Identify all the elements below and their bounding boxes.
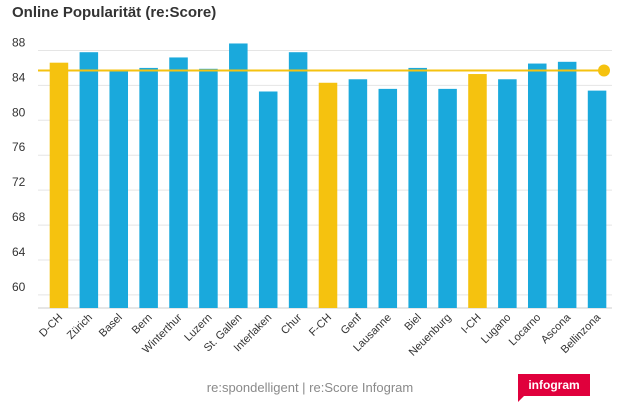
bar bbox=[288, 52, 308, 309]
bar bbox=[109, 71, 129, 309]
y-tick-label: 68 bbox=[12, 210, 26, 224]
bar bbox=[468, 74, 487, 309]
bar bbox=[348, 79, 368, 309]
bar bbox=[229, 43, 248, 308]
y-tick-label: 60 bbox=[12, 280, 26, 294]
bar bbox=[378, 88, 398, 308]
bar bbox=[527, 63, 547, 308]
source-caption: re:spondelligent | re:Score Infogram bbox=[206, 380, 414, 395]
bar bbox=[79, 52, 99, 309]
x-tick-label: Zürich bbox=[65, 312, 95, 342]
y-tick-label: 88 bbox=[12, 35, 26, 49]
bar bbox=[318, 82, 338, 308]
infogram-logo[interactable]: infogram bbox=[518, 374, 590, 402]
bar bbox=[139, 67, 158, 309]
bar bbox=[557, 61, 577, 308]
y-tick-label: 72 bbox=[12, 175, 26, 189]
y-tick-label: 80 bbox=[12, 105, 26, 119]
average-marker bbox=[598, 64, 610, 77]
chart-title: Online Popularität (re:Score) bbox=[12, 4, 217, 21]
bar bbox=[587, 90, 607, 308]
y-tick-label: 64 bbox=[12, 245, 26, 259]
x-tick-label: I-CH bbox=[459, 312, 484, 337]
x-tick-label: Locarno bbox=[507, 312, 544, 349]
bar bbox=[49, 62, 69, 308]
bar bbox=[199, 68, 218, 309]
x-tick-label: Genf bbox=[339, 311, 365, 337]
y-tick-label: 84 bbox=[12, 70, 26, 84]
x-tick-label: Biel bbox=[402, 312, 423, 333]
bar bbox=[498, 79, 517, 309]
bar bbox=[258, 91, 278, 308]
bar bbox=[438, 88, 457, 308]
x-tick-label: Bern bbox=[130, 312, 155, 337]
bar bbox=[408, 67, 427, 309]
x-tick-label: Chur bbox=[279, 311, 305, 337]
y-tick-label: 76 bbox=[12, 140, 26, 154]
x-tick-label: Basel bbox=[97, 312, 125, 340]
x-tick-label: F-CH bbox=[307, 312, 334, 339]
x-tick-label: D-CH bbox=[37, 312, 65, 340]
bar bbox=[169, 57, 188, 308]
